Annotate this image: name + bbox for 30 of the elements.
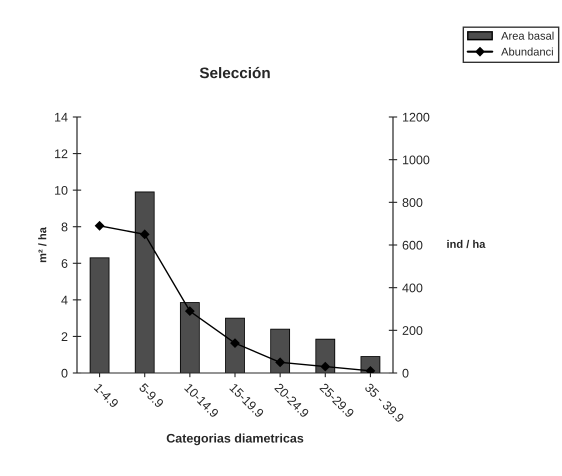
y-tick-label: 14 bbox=[55, 112, 68, 122]
point bbox=[276, 358, 285, 367]
y2-tick-label: 0 bbox=[402, 368, 408, 378]
y2-tick-label: 600 bbox=[402, 240, 422, 250]
y2-tick-label: 1200 bbox=[402, 112, 430, 122]
y-tick-label: 4 bbox=[61, 296, 68, 304]
point bbox=[140, 230, 150, 239]
x-tick-label: 35 - 39.9 bbox=[364, 382, 405, 423]
point bbox=[366, 366, 376, 373]
y2-tick-label: 400 bbox=[402, 283, 422, 292]
point bbox=[320, 362, 330, 372]
y-axis-title: m² / ha bbox=[38, 227, 46, 262]
y-tick-label: 10 bbox=[55, 186, 68, 195]
x-axis-title: Categorias diametricas bbox=[166, 433, 304, 446]
bar bbox=[90, 257, 110, 373]
y-tick-label: 12 bbox=[55, 149, 68, 158]
y2-tick-label: 200 bbox=[402, 326, 422, 335]
point bbox=[230, 338, 240, 348]
y2-tick-label: 800 bbox=[402, 198, 422, 207]
y-tick-label: 6 bbox=[62, 259, 68, 268]
y2-axis-title: ind / ha bbox=[447, 240, 486, 248]
point bbox=[94, 221, 104, 230]
y2-tick-label: 1000 bbox=[402, 155, 430, 164]
chart-title: Selección bbox=[200, 66, 270, 78]
point bbox=[185, 306, 194, 316]
y-tick-label: 0 bbox=[62, 368, 68, 378]
y-tick-label: 8 bbox=[62, 222, 68, 232]
y-tick-label: 2 bbox=[62, 332, 68, 341]
legend-label: Area basal bbox=[501, 32, 554, 40]
legend-label: Abundanci bbox=[501, 47, 553, 56]
